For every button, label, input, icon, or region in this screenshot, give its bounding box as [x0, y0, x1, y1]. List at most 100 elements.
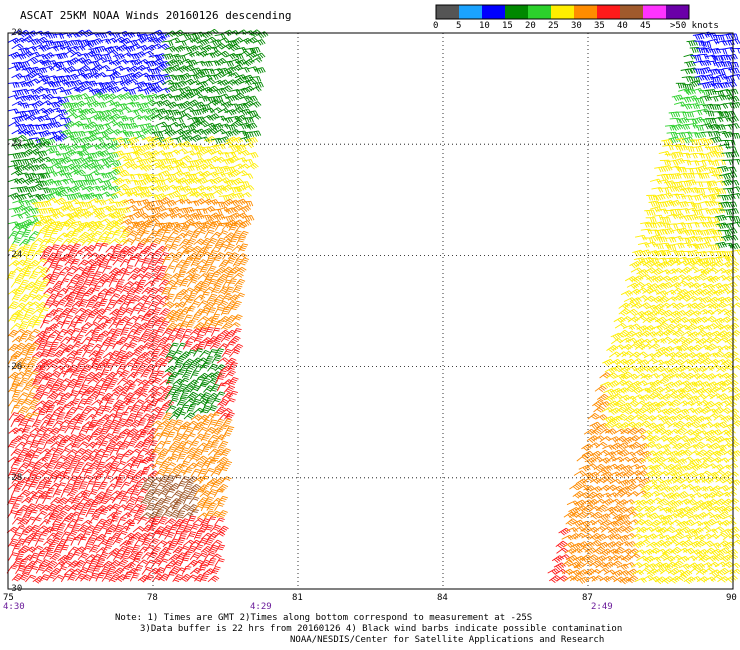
wind-barb	[43, 193, 56, 201]
wind-barb	[109, 350, 121, 359]
wind-barb	[42, 358, 55, 367]
wind-barb	[81, 156, 94, 164]
wind-barb	[101, 142, 114, 151]
wind-barb	[116, 432, 127, 441]
wind-barb	[172, 251, 184, 260]
wind-barb	[725, 53, 738, 61]
wind-barb	[691, 181, 704, 188]
wind-barb	[235, 212, 248, 220]
wind-barb	[7, 108, 20, 115]
wind-barb	[712, 235, 724, 242]
wind-barb	[181, 385, 194, 393]
wind-barb	[35, 285, 46, 294]
wind-barb	[119, 301, 131, 309]
wind-barb	[125, 440, 137, 449]
wind-barb	[176, 397, 187, 407]
wind-barb	[659, 249, 672, 256]
colorbar-swatch	[666, 5, 689, 19]
wind-barb	[117, 199, 130, 207]
wind-barb	[179, 72, 192, 81]
wind-barb	[203, 496, 214, 505]
wind-barb	[555, 568, 568, 575]
wind-barb	[710, 429, 723, 436]
wind-barb	[181, 369, 193, 379]
wind-barb	[555, 540, 568, 549]
wind-barb	[711, 55, 723, 62]
wind-barb	[705, 492, 718, 499]
wind-barb	[42, 327, 52, 337]
wind-barb	[36, 208, 48, 215]
wind-barb	[56, 205, 69, 212]
wind-barb	[713, 323, 726, 331]
wind-barb	[717, 567, 730, 576]
wind-barb	[586, 499, 599, 507]
wind-barb	[615, 471, 628, 478]
wind-barb	[109, 159, 122, 166]
wind-barb	[105, 37, 118, 44]
wind-barb	[698, 172, 710, 180]
wind-barb	[136, 266, 148, 274]
wind-barb	[178, 518, 190, 527]
wind-barb	[137, 379, 150, 387]
wind-barb	[189, 523, 200, 532]
wind-barb	[589, 532, 602, 541]
wind-barb	[624, 541, 637, 548]
wind-barb	[43, 218, 56, 227]
wind-barb	[724, 110, 736, 118]
wind-barb	[203, 96, 216, 103]
wind-barb	[727, 526, 740, 535]
wind-barb	[717, 194, 729, 201]
wind-barb	[200, 186, 213, 192]
wind-barb	[634, 315, 647, 322]
wind-barb	[657, 351, 671, 358]
wind-barb	[77, 93, 90, 99]
wind-barb	[231, 107, 244, 114]
wind-barb	[95, 185, 108, 191]
wind-barb	[217, 79, 230, 87]
wind-barb	[125, 204, 139, 211]
longitude-label: 87	[582, 593, 593, 603]
wind-barb	[8, 313, 19, 322]
wind-barb	[211, 453, 221, 463]
wind-barb	[122, 474, 134, 483]
wind-barb	[27, 356, 39, 365]
wind-barb	[220, 448, 231, 457]
wind-barb	[165, 375, 176, 385]
wind-barb	[218, 286, 230, 295]
wind-barb	[681, 275, 694, 282]
wind-barb	[98, 81, 111, 89]
wind-barb	[673, 511, 686, 519]
wind-barb	[71, 383, 82, 392]
wind-barb	[141, 552, 153, 560]
wind-barb	[120, 152, 132, 159]
wind-barb	[122, 362, 134, 371]
wind-barb	[36, 78, 49, 84]
wind-barb	[63, 205, 76, 212]
wind-barb	[221, 43, 234, 50]
wind-barb	[101, 377, 113, 386]
wind-barb	[129, 322, 142, 330]
wind-barb	[18, 47, 30, 55]
wind-barb	[186, 99, 200, 108]
wind-barb	[207, 575, 220, 583]
wind-barb	[7, 94, 20, 101]
wind-barb	[621, 380, 634, 387]
wind-barb	[31, 201, 44, 209]
wind-barb	[109, 224, 121, 232]
wind-barb	[696, 373, 709, 380]
wind-barb	[172, 378, 185, 386]
wind-barb	[144, 74, 157, 81]
wind-barb	[231, 219, 245, 228]
wind-barb	[670, 208, 682, 215]
wind-barb	[697, 462, 709, 469]
wind-barb	[46, 572, 57, 581]
wind-barb	[619, 520, 632, 527]
colorbar-swatch	[620, 5, 643, 19]
wind-barb	[56, 52, 68, 60]
wind-barb	[129, 448, 142, 456]
wind-barb	[224, 341, 235, 350]
wind-barb	[189, 165, 201, 171]
wind-barb	[639, 330, 652, 338]
wind-barb	[175, 161, 188, 169]
wind-barb	[144, 320, 155, 329]
